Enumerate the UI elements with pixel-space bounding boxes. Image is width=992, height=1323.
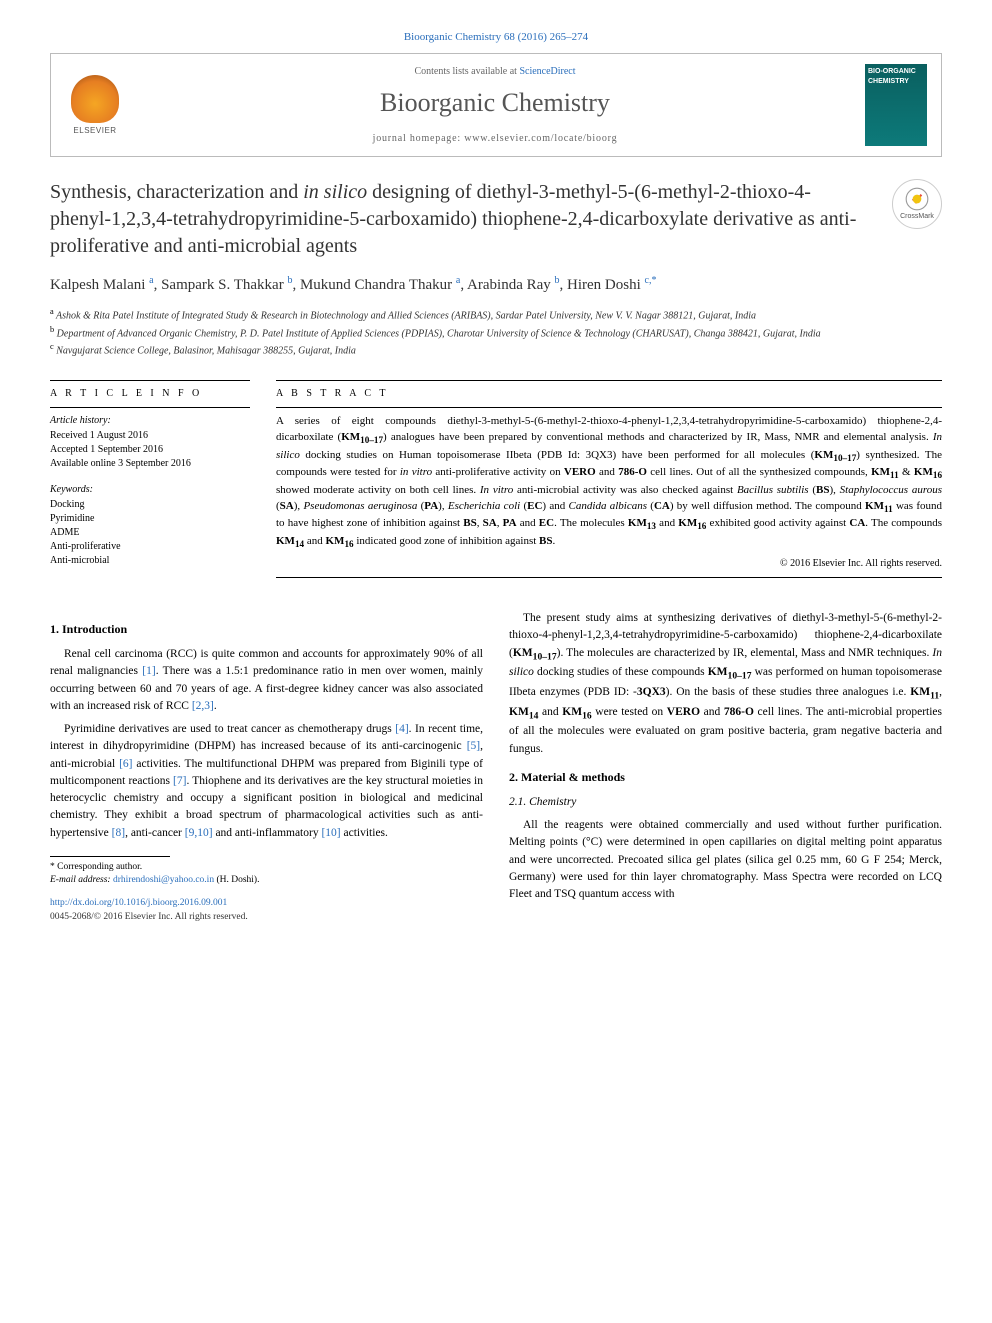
abstract-col: A B S T R A C T A series of eight compou…	[276, 374, 942, 584]
section-methods-heading: 2. Material & methods	[509, 768, 942, 786]
intro-paragraph: Renal cell carcinoma (RCC) is quite comm…	[50, 646, 483, 715]
article-history: Article history: Received 1 August 2016 …	[50, 414, 250, 471]
affiliation-c: c Navgujarat Science College, Balasinor,…	[50, 341, 942, 358]
elsevier-tree-icon	[71, 75, 119, 123]
corresponding-email[interactable]: drhirendoshi@yahoo.co.in	[113, 875, 214, 885]
keyword-item: ADME	[50, 526, 250, 540]
corresponding-author: * Corresponding author.	[50, 861, 483, 874]
journal-homepage: journal homepage: www.elsevier.com/locat…	[125, 132, 865, 146]
affiliations: a Ashok & Rita Patel Institute of Integr…	[50, 306, 942, 358]
keyword-item: Anti-microbial	[50, 554, 250, 568]
email-label: E-mail address:	[50, 875, 113, 885]
keywords-label: Keywords:	[50, 483, 250, 497]
keyword-item: Anti-proliferative	[50, 540, 250, 554]
section-intro-heading: 1. Introduction	[50, 620, 483, 638]
contents-available: Contents lists available at ScienceDirec…	[125, 65, 865, 79]
crossmark-icon	[904, 186, 930, 212]
keyword-item: Docking	[50, 498, 250, 512]
crossmark-label: CrossMark	[900, 212, 934, 222]
journal-name: Bioorganic Chemistry	[125, 85, 865, 121]
keyword-item: Pyrimidine	[50, 512, 250, 526]
journal-header-center: Contents lists available at ScienceDirec…	[125, 65, 865, 145]
affiliation-b-text: Department of Advanced Organic Chemistry…	[57, 328, 821, 339]
footnotes: * Corresponding author. E-mail address: …	[50, 861, 483, 888]
article-info-col: A R T I C L E I N F O Article history: R…	[50, 374, 250, 584]
intro-paragraph: The present study aims at synthesizing d…	[509, 610, 942, 758]
journal-header: ELSEVIER Contents lists available at Sci…	[50, 53, 942, 157]
issn-copyright: 0045-2068/© 2016 Elsevier Inc. All right…	[50, 910, 483, 924]
cover-title: BIO-ORGANIC CHEMISTRY	[868, 67, 924, 87]
journal-cover-thumb: BIO-ORGANIC CHEMISTRY	[865, 64, 927, 146]
history-item: Received 1 August 2016	[50, 429, 250, 443]
abstract-heading: A B S T R A C T	[276, 387, 942, 401]
homepage-label: journal homepage:	[373, 133, 465, 144]
subsection-chemistry-heading: 2.1. Chemistry	[509, 794, 942, 811]
footnote-separator	[50, 856, 170, 857]
citation-line: Bioorganic Chemistry 68 (2016) 265–274	[50, 30, 942, 45]
homepage-url[interactable]: www.elsevier.com/locate/bioorg	[464, 133, 617, 144]
affiliation-a-text: Ashok & Rita Patel Institute of Integrat…	[56, 311, 756, 322]
history-item: Accepted 1 September 2016	[50, 443, 250, 457]
doi-line: http://dx.doi.org/10.1016/j.bioorg.2016.…	[50, 896, 483, 910]
intro-paragraph: Pyrimidine derivatives are used to treat…	[50, 721, 483, 842]
chemistry-paragraph: All the reagents were obtained commercia…	[509, 817, 942, 903]
history-label: Article history:	[50, 414, 250, 428]
article-title: Synthesis, characterization and in silic…	[50, 179, 872, 260]
elsevier-label: ELSEVIER	[73, 125, 116, 136]
article-info-heading: A R T I C L E I N F O	[50, 387, 250, 401]
email-line: E-mail address: drhirendoshi@yahoo.co.in…	[50, 874, 483, 887]
crossmark-badge[interactable]: CrossMark	[892, 179, 942, 229]
affiliation-b: b Department of Advanced Organic Chemist…	[50, 324, 942, 341]
elsevier-logo: ELSEVIER	[65, 70, 125, 140]
keywords-block: Keywords: Docking Pyrimidine ADME Anti-p…	[50, 483, 250, 568]
abstract-text: A series of eight compounds diethyl-3-me…	[276, 414, 942, 551]
sciencedirect-link[interactable]: ScienceDirect	[519, 66, 575, 77]
authors-line: Kalpesh Malani a, Sampark S. Thakkar b, …	[50, 274, 942, 296]
contents-prefix: Contents lists available at	[414, 66, 519, 77]
affiliation-c-text: Navgujarat Science College, Balasinor, M…	[56, 345, 356, 356]
affiliation-a: a Ashok & Rita Patel Institute of Integr…	[50, 306, 942, 323]
email-name: (H. Doshi).	[214, 875, 259, 885]
history-item: Available online 3 September 2016	[50, 457, 250, 471]
doi-link[interactable]: http://dx.doi.org/10.1016/j.bioorg.2016.…	[50, 898, 227, 908]
abstract-copyright: © 2016 Elsevier Inc. All rights reserved…	[276, 557, 942, 571]
body-columns: 1. Introduction Renal cell carcinoma (RC…	[50, 610, 942, 924]
